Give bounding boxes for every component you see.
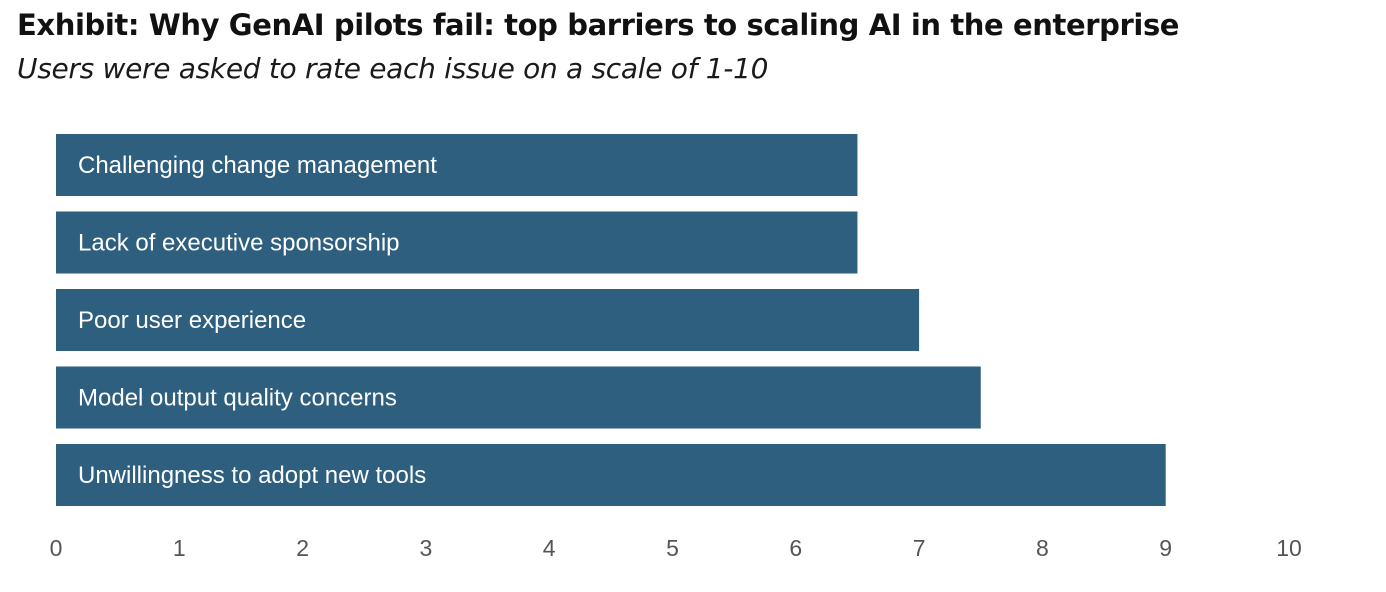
x-tick-label: 9 bbox=[1159, 535, 1172, 561]
bar-label: Model output quality concerns bbox=[78, 385, 397, 412]
x-tick-label: 0 bbox=[50, 535, 63, 561]
bar bbox=[56, 289, 920, 351]
bar-label: Lack of executive sponsorship bbox=[78, 230, 400, 257]
bar-label: Poor user experience bbox=[78, 307, 306, 334]
x-tick-label: 10 bbox=[1276, 535, 1302, 561]
x-tick-label: 3 bbox=[420, 535, 433, 561]
x-tick-label: 8 bbox=[1036, 535, 1049, 561]
x-tick-label: 7 bbox=[913, 535, 926, 561]
bar bbox=[56, 134, 858, 196]
bar-group: Lack of executive sponsorship bbox=[56, 211, 858, 274]
chart-title: Exhibit: Why GenAI pilots fail: top barr… bbox=[17, 8, 1180, 42]
bar bbox=[56, 211, 858, 274]
bar-group: Poor user experience bbox=[56, 289, 920, 351]
bar-group: Model output quality concerns bbox=[56, 366, 981, 429]
x-tick-label: 6 bbox=[789, 535, 802, 561]
x-tick-label: 5 bbox=[666, 535, 679, 561]
bar bbox=[56, 366, 981, 429]
bar bbox=[56, 444, 1166, 506]
x-tick-label: 1 bbox=[173, 535, 186, 561]
bar-label: Challenging change management bbox=[78, 152, 437, 179]
x-tick-label: 4 bbox=[543, 535, 556, 561]
bar-group: Unwillingness to adopt new tools bbox=[56, 444, 1166, 506]
chart-subtitle: Users were asked to rate each issue on a… bbox=[17, 52, 769, 85]
bar-label: Unwillingness to adopt new tools bbox=[78, 462, 426, 489]
bar-group: Challenging change management bbox=[56, 134, 858, 196]
x-tick-label: 2 bbox=[296, 535, 309, 561]
